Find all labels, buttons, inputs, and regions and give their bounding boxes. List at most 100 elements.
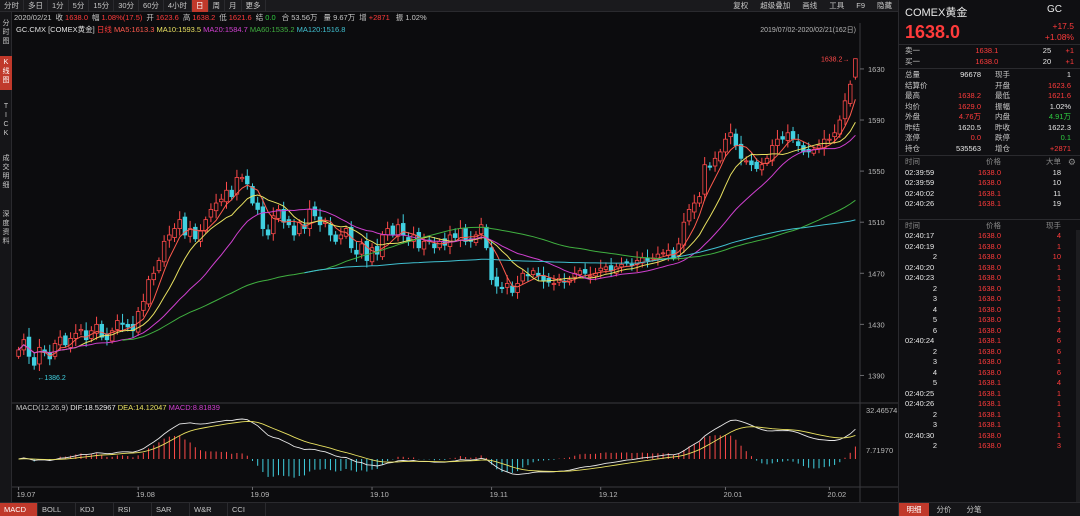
candle-body — [52, 343, 58, 357]
sidebar-tab-1[interactable]: 分价 — [936, 505, 952, 514]
stat-label: 内盘 — [995, 112, 1010, 121]
tick-time: 02:40:20 — [905, 262, 935, 272]
ma-legend-item: MA60:1535.2 — [250, 25, 297, 34]
sidebar-tab-2[interactable]: 分笔 — [966, 505, 982, 514]
period-tab-3[interactable]: 5分 — [69, 0, 90, 12]
tick-volume: 4 — [1056, 378, 1061, 387]
candle — [245, 169, 250, 190]
candle — [213, 193, 219, 219]
stats-row: 外盘 4.76万 内盘 4.91万 — [899, 112, 1080, 123]
period-tab-10[interactable]: 月 — [225, 0, 242, 12]
candle-body — [307, 209, 312, 229]
candle — [369, 243, 375, 266]
period-tab-4[interactable]: 15分 — [89, 0, 115, 12]
macd-legend-item: MACD:8.81839 — [169, 403, 220, 412]
x-tick-label: 19.07 — [17, 490, 36, 499]
candle — [432, 237, 437, 254]
period-tab-2[interactable]: 1分 — [48, 0, 69, 12]
period-tab-1[interactable]: 多日 — [24, 0, 48, 12]
info-item-9: 振 1.02% — [394, 12, 427, 23]
candle — [395, 218, 401, 242]
info-item-3: 高 1638.2 — [183, 12, 215, 23]
left-tab-4[interactable]: 深度资料 — [0, 208, 12, 248]
period-tab-8[interactable]: 日 — [192, 0, 209, 12]
candle-body — [141, 300, 146, 311]
tick-time: 02:40:23 — [905, 273, 935, 282]
candle-body — [853, 58, 858, 78]
candle-body — [723, 138, 728, 153]
candle-body — [494, 276, 499, 287]
stat-label: 振幅 — [995, 101, 1010, 111]
period-tab-0[interactable]: 分时 — [0, 0, 24, 12]
candle — [816, 139, 822, 154]
tick-time: 3 — [932, 357, 937, 366]
tick-time: 3 — [932, 294, 937, 303]
tool-button-4[interactable]: F9 — [856, 1, 865, 10]
y-tick-label: 1630 — [868, 65, 885, 74]
left-tab-char: 图 — [2, 77, 10, 84]
candle-body — [686, 209, 692, 222]
candle — [52, 339, 58, 360]
candle — [572, 266, 577, 283]
candle-body — [827, 138, 832, 141]
stat-label: 昨结 — [905, 122, 920, 132]
indicator-tab-rsi[interactable]: RSI — [114, 503, 152, 516]
candle-body — [177, 219, 182, 229]
candle — [837, 115, 843, 138]
info-label: 高 — [182, 13, 191, 22]
left-tab-3[interactable]: 成交明细 — [0, 152, 12, 198]
stat-label: 结算价 — [905, 80, 928, 90]
indicator-tab-kdj[interactable]: KDJ — [76, 503, 114, 516]
kline-chart[interactable]: 1630 1590 1550 1510 1470 1430 1390 19.07 19.08 19… — [12, 23, 898, 502]
indicator-tab-boll[interactable]: BOLL — [38, 503, 76, 516]
tick-scrollbar[interactable] — [1076, 230, 1080, 502]
indicator-tab-sar[interactable]: SAR — [152, 503, 190, 516]
candle-body — [94, 323, 99, 334]
stat-value: 4.76万 — [958, 112, 981, 121]
instrument-code: GC — [1047, 4, 1062, 15]
gear-icon[interactable]: ⚙ — [1067, 157, 1076, 167]
stat-label: 总量 — [905, 70, 920, 79]
tick-time: 4 — [932, 367, 937, 377]
candle-body — [837, 119, 843, 135]
tick-volume: 1 — [1056, 420, 1061, 429]
tool-button-1[interactable]: 超级叠加 — [760, 1, 791, 10]
ma-legend-item: MA120:1516.8 — [297, 25, 346, 34]
tick-row: 5 1638.0 1 — [899, 315, 1080, 326]
stats-row: 均价 1629.0 振幅 1.02% — [899, 102, 1080, 113]
left-tab-0[interactable]: 分时图 — [0, 17, 12, 45]
tool-button-2[interactable]: 画线 — [802, 1, 818, 10]
candle — [265, 224, 271, 240]
period-tab-11[interactable]: 更多 — [242, 0, 266, 12]
tick-volume: 1 — [1056, 430, 1061, 440]
sidebar-tab-0[interactable]: 明细 — [899, 503, 929, 516]
tool-button-0[interactable]: 复权 — [733, 1, 749, 10]
candle-body — [733, 133, 739, 146]
tick-list[interactable]: 时间 价格 现手 02:40:17 1638.0 4 02:40:19 1638.0 1 2 163… — [899, 220, 1080, 453]
candle-body — [172, 228, 177, 238]
tool-button-5[interactable]: 隐藏 — [877, 1, 892, 10]
indicator-tab-macd[interactable]: MACD — [0, 503, 38, 516]
period-tab-5[interactable]: 30分 — [114, 0, 140, 12]
candle — [239, 173, 245, 182]
candle — [749, 153, 754, 172]
candle-body — [749, 160, 754, 166]
period-label: 日线 — [97, 24, 114, 34]
candle-body — [255, 202, 260, 210]
candle-body — [161, 240, 167, 263]
tool-button-3[interactable]: 工具 — [829, 1, 845, 10]
period-tab-9[interactable]: 周 — [209, 0, 226, 12]
left-tab-char: 图 — [2, 38, 10, 45]
macd-legend: MACD(12,26,9) DIF:18.52967 DEA:14.12047 … — [16, 403, 220, 412]
tick-volume: 1 — [1056, 283, 1061, 293]
candle-body — [78, 329, 84, 332]
period-tab-7[interactable]: 4小时 — [164, 0, 193, 12]
tick-price: 1638.0 — [978, 294, 1001, 303]
tick-row: 3 1638.0 1 — [899, 294, 1080, 305]
indicator-tab-cci[interactable]: CCI — [228, 503, 266, 516]
stat-value: 4.91万 — [1048, 112, 1071, 121]
indicator-tab-wr[interactable]: W&R — [190, 503, 228, 516]
period-tab-6[interactable]: 60分 — [139, 0, 164, 12]
